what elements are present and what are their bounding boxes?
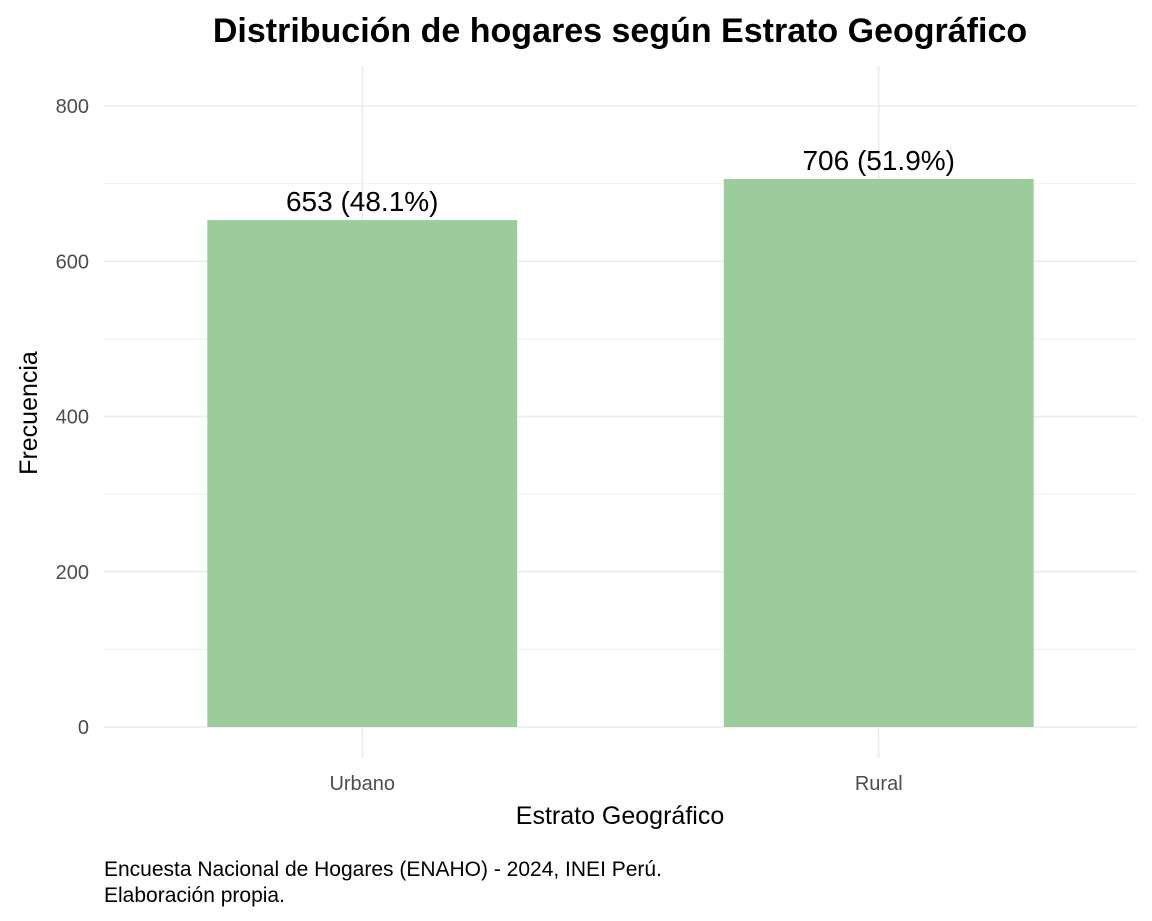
y-tick-label: 800 [56, 96, 89, 118]
x-axis-ticks: Urbano Rural [329, 773, 902, 795]
y-tick-label: 600 [56, 251, 89, 273]
y-axis-title: Frecuencia [15, 351, 43, 475]
x-axis-title: Estrato Geográfico [516, 802, 724, 830]
data-label-urbano: 653 (48.1%) [286, 186, 439, 217]
y-axis-ticks: 0 200 400 600 800 [56, 96, 89, 739]
caption-line-2: Elaboración propia. [104, 884, 285, 907]
chart-title: Distribución de hogares según Estrato Ge… [213, 12, 1027, 50]
y-tick-label: 200 [56, 562, 89, 584]
bars [207, 178, 1034, 727]
x-tick-label: Urbano [329, 773, 395, 795]
x-tick-label: Rural [855, 773, 903, 795]
y-tick-label: 400 [56, 407, 89, 429]
bar-rural [723, 178, 1034, 727]
data-labels: 653 (48.1%) 706 (51.9%) [286, 145, 955, 217]
data-label-rural: 706 (51.9%) [802, 145, 955, 176]
y-tick-label: 0 [78, 717, 89, 739]
caption-line-1: Encuesta Nacional de Hogares (ENAHO) - 2… [104, 858, 662, 881]
bar-urbano [207, 220, 518, 727]
